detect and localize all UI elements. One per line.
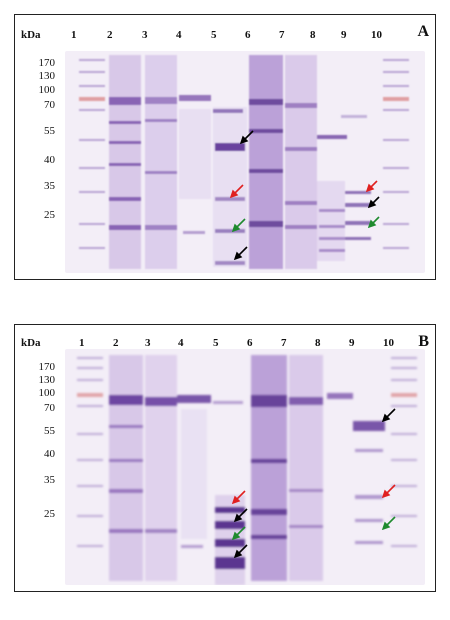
unit-label: kDa [21,337,41,349]
marker-label: 35 [44,180,55,192]
lane-number: 4 [178,337,184,349]
unit-label: kDa [21,29,41,41]
marker-label: 100 [38,84,56,96]
lane-number: 2 [107,29,113,41]
lane-number: 8 [310,29,316,41]
lane-number: 7 [281,337,287,349]
marker-label: 170 [38,361,56,373]
lane-number: 5 [211,29,217,41]
lane-number: 10 [383,337,394,349]
marker-label: 40 [44,448,55,460]
panel-letter: B [418,333,429,350]
lane-number: 4 [176,29,182,41]
lane-number: 9 [349,337,355,349]
marker-label: 170 [38,57,56,69]
marker-label: 25 [44,209,55,221]
marker-label: 100 [38,387,56,399]
gel-image [65,349,425,585]
marker-label: 70 [44,99,55,111]
gel-panel-a: kDa A 1 2 3 4 5 6 7 8 9 10 170 130 100 7… [14,14,436,280]
marker-label: 55 [44,425,55,437]
marker-label: 40 [44,154,55,166]
marker-label: 130 [38,70,56,82]
lane-number: 9 [341,29,347,41]
gel-bands [77,355,417,585]
lane-number: 3 [142,29,148,41]
lane-number: 1 [71,29,77,41]
lane-number: 1 [79,337,85,349]
marker-label: 55 [44,125,55,137]
gel-bands [79,55,409,269]
marker-label: 130 [38,374,56,386]
panel-letter: A [417,23,429,40]
gel-image [65,51,425,273]
lane-number: 6 [247,337,253,349]
lane-number: 2 [113,337,119,349]
lane-number: 6 [245,29,251,41]
gel-panel-b: kDa B 1 2 3 4 5 6 7 8 9 10 170 130 100 7… [14,324,436,592]
marker-label: 70 [44,402,55,414]
lane-number: 8 [315,337,321,349]
lane-number: 7 [279,29,285,41]
lane-number: 5 [213,337,219,349]
marker-label: 25 [44,508,55,520]
lane-number: 3 [145,337,151,349]
marker-label: 35 [44,474,55,486]
lane-number: 10 [371,29,382,41]
